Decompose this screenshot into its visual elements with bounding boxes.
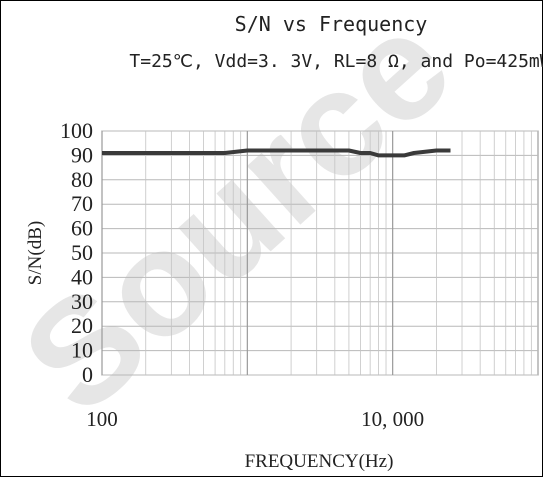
y-tick-label: 90	[71, 142, 93, 167]
y-tick-label: 80	[71, 167, 93, 192]
series-line	[102, 148, 451, 158]
x-tick-label: 10, 000	[361, 407, 424, 431]
x-tick-label: 100	[86, 407, 118, 431]
y-tick-label: 10	[71, 338, 93, 363]
y-tick-label: 30	[71, 289, 93, 314]
y-tick-label: 60	[71, 216, 93, 241]
series-group	[102, 148, 451, 158]
y-tick-label: 100	[60, 118, 93, 143]
y-tick-label: 50	[71, 240, 93, 265]
y-tick-label: 40	[71, 264, 93, 289]
y-axis-label: S/N(dB)	[25, 221, 46, 285]
x-axis-label: FREQUENCY(Hz)	[245, 451, 394, 472]
x-tick-labels: 100 10, 000	[86, 407, 424, 431]
y-tick-label: 70	[71, 191, 93, 216]
y-tick-label: 0	[82, 362, 93, 387]
grid	[101, 130, 538, 376]
chart-subtitle: T=25℃, Vdd=3. 3V, RL=8 Ω, and Po=425mW	[129, 51, 543, 72]
chart-title: S/N vs Frequency	[235, 12, 428, 36]
y-tick-label: 20	[71, 313, 93, 338]
